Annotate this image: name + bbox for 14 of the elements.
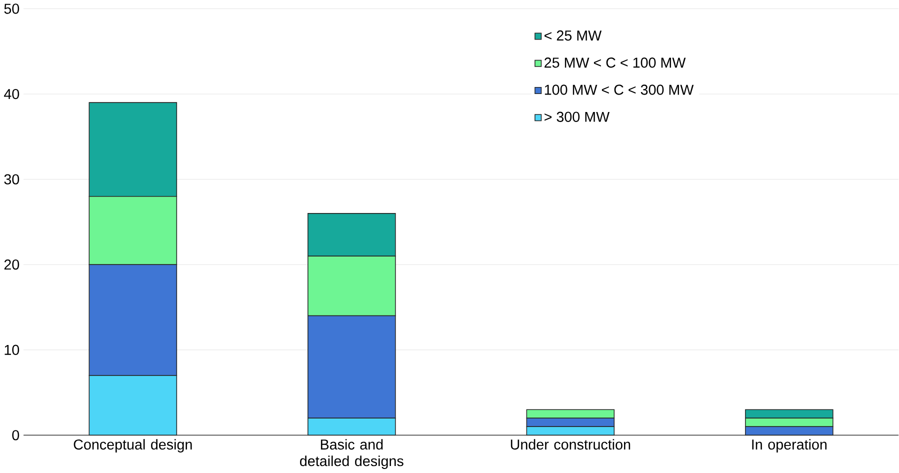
y-tick-label: 40 (4, 89, 20, 100)
y-tick-label: 20 (4, 260, 20, 270)
legend-label: 100 MW < C < 300 MW (544, 84, 694, 95)
y-tick-label: 50 (4, 4, 20, 14)
y-tick-label: 10 (4, 344, 20, 356)
legend-label: > 300 MW (544, 112, 610, 122)
y-tick-label: 0 (12, 430, 20, 440)
legend-label: 25 MW < C < 100 MW (544, 58, 686, 68)
x-tick-label: Basic and detailed designs (300, 439, 404, 470)
x-tick-label: Under construction (510, 439, 630, 450)
y-tick-label: 30 (4, 174, 20, 185)
x-tick-label: Conceptual design (74, 439, 192, 453)
legend-label: < 25 MW (544, 30, 602, 41)
x-tick-label: In operation (752, 439, 827, 453)
